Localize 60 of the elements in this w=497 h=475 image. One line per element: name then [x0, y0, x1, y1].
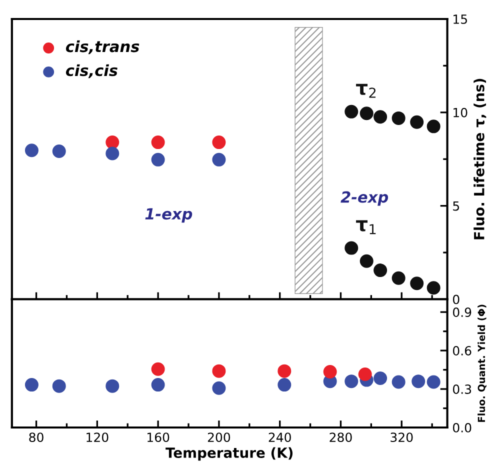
point: [212, 381, 226, 395]
point: [278, 364, 292, 378]
point: [410, 276, 424, 290]
point: [52, 144, 66, 158]
x-tick-label: 240: [268, 432, 291, 442]
point: [212, 136, 226, 150]
y-tick-label: 15: [454, 14, 467, 24]
point: [344, 104, 358, 118]
legend-label: cis,trans: [66, 40, 140, 54]
legend-label: cis,cis: [66, 64, 118, 78]
point: [212, 152, 226, 166]
point: [106, 379, 120, 393]
point: [358, 368, 372, 382]
y-tick-label: 10: [454, 108, 468, 118]
y-axis-title: Fluo. Quant. Yield (Φ): [478, 304, 486, 422]
series-label: τ$_{1}$: [356, 220, 376, 234]
point: [151, 136, 165, 150]
x-tick-label: 200: [208, 432, 230, 442]
point: [360, 254, 374, 268]
y-axis-title: Fluo. Lifetime τ, (ns): [474, 78, 486, 240]
x-tick-label: 80: [29, 432, 44, 442]
point: [278, 378, 292, 392]
point: [374, 110, 388, 124]
y-tick-label: 0.9: [452, 308, 472, 317]
point: [392, 271, 406, 285]
point: [374, 372, 388, 386]
point: [151, 152, 165, 166]
point: [374, 264, 388, 278]
point: [426, 281, 440, 295]
point: [106, 136, 120, 150]
series-label: τ$_{2}$: [356, 84, 376, 98]
point: [212, 364, 226, 378]
point: [410, 115, 424, 129]
x-tick-label: 160: [148, 432, 170, 442]
y-tick-label: 5: [453, 201, 460, 211]
point: [412, 374, 426, 388]
point: [392, 375, 406, 389]
point: [392, 111, 406, 125]
point: [52, 379, 66, 393]
annotation: 2-exp: [340, 191, 388, 206]
point: [344, 374, 358, 388]
annotation: 1-exp: [145, 208, 192, 223]
point: [426, 375, 440, 389]
point: [151, 362, 165, 376]
y-tick-label: 0.0: [452, 422, 472, 432]
point: [323, 364, 337, 378]
y-tick-label: 0: [452, 294, 460, 304]
y-tick-label: 0.6: [452, 346, 472, 356]
point: [24, 144, 38, 158]
x-tick-label: 120: [86, 432, 108, 442]
point: [151, 378, 165, 392]
y-tick-label: 0.3: [452, 384, 472, 394]
point: [344, 241, 358, 255]
x-tick-label: 320: [390, 432, 413, 442]
point: [426, 120, 440, 134]
point: [106, 146, 120, 160]
point: [24, 378, 38, 392]
x-axis-title: Temperature (K): [166, 447, 293, 461]
point: [360, 106, 374, 120]
x-tick-label: 280: [330, 432, 352, 442]
